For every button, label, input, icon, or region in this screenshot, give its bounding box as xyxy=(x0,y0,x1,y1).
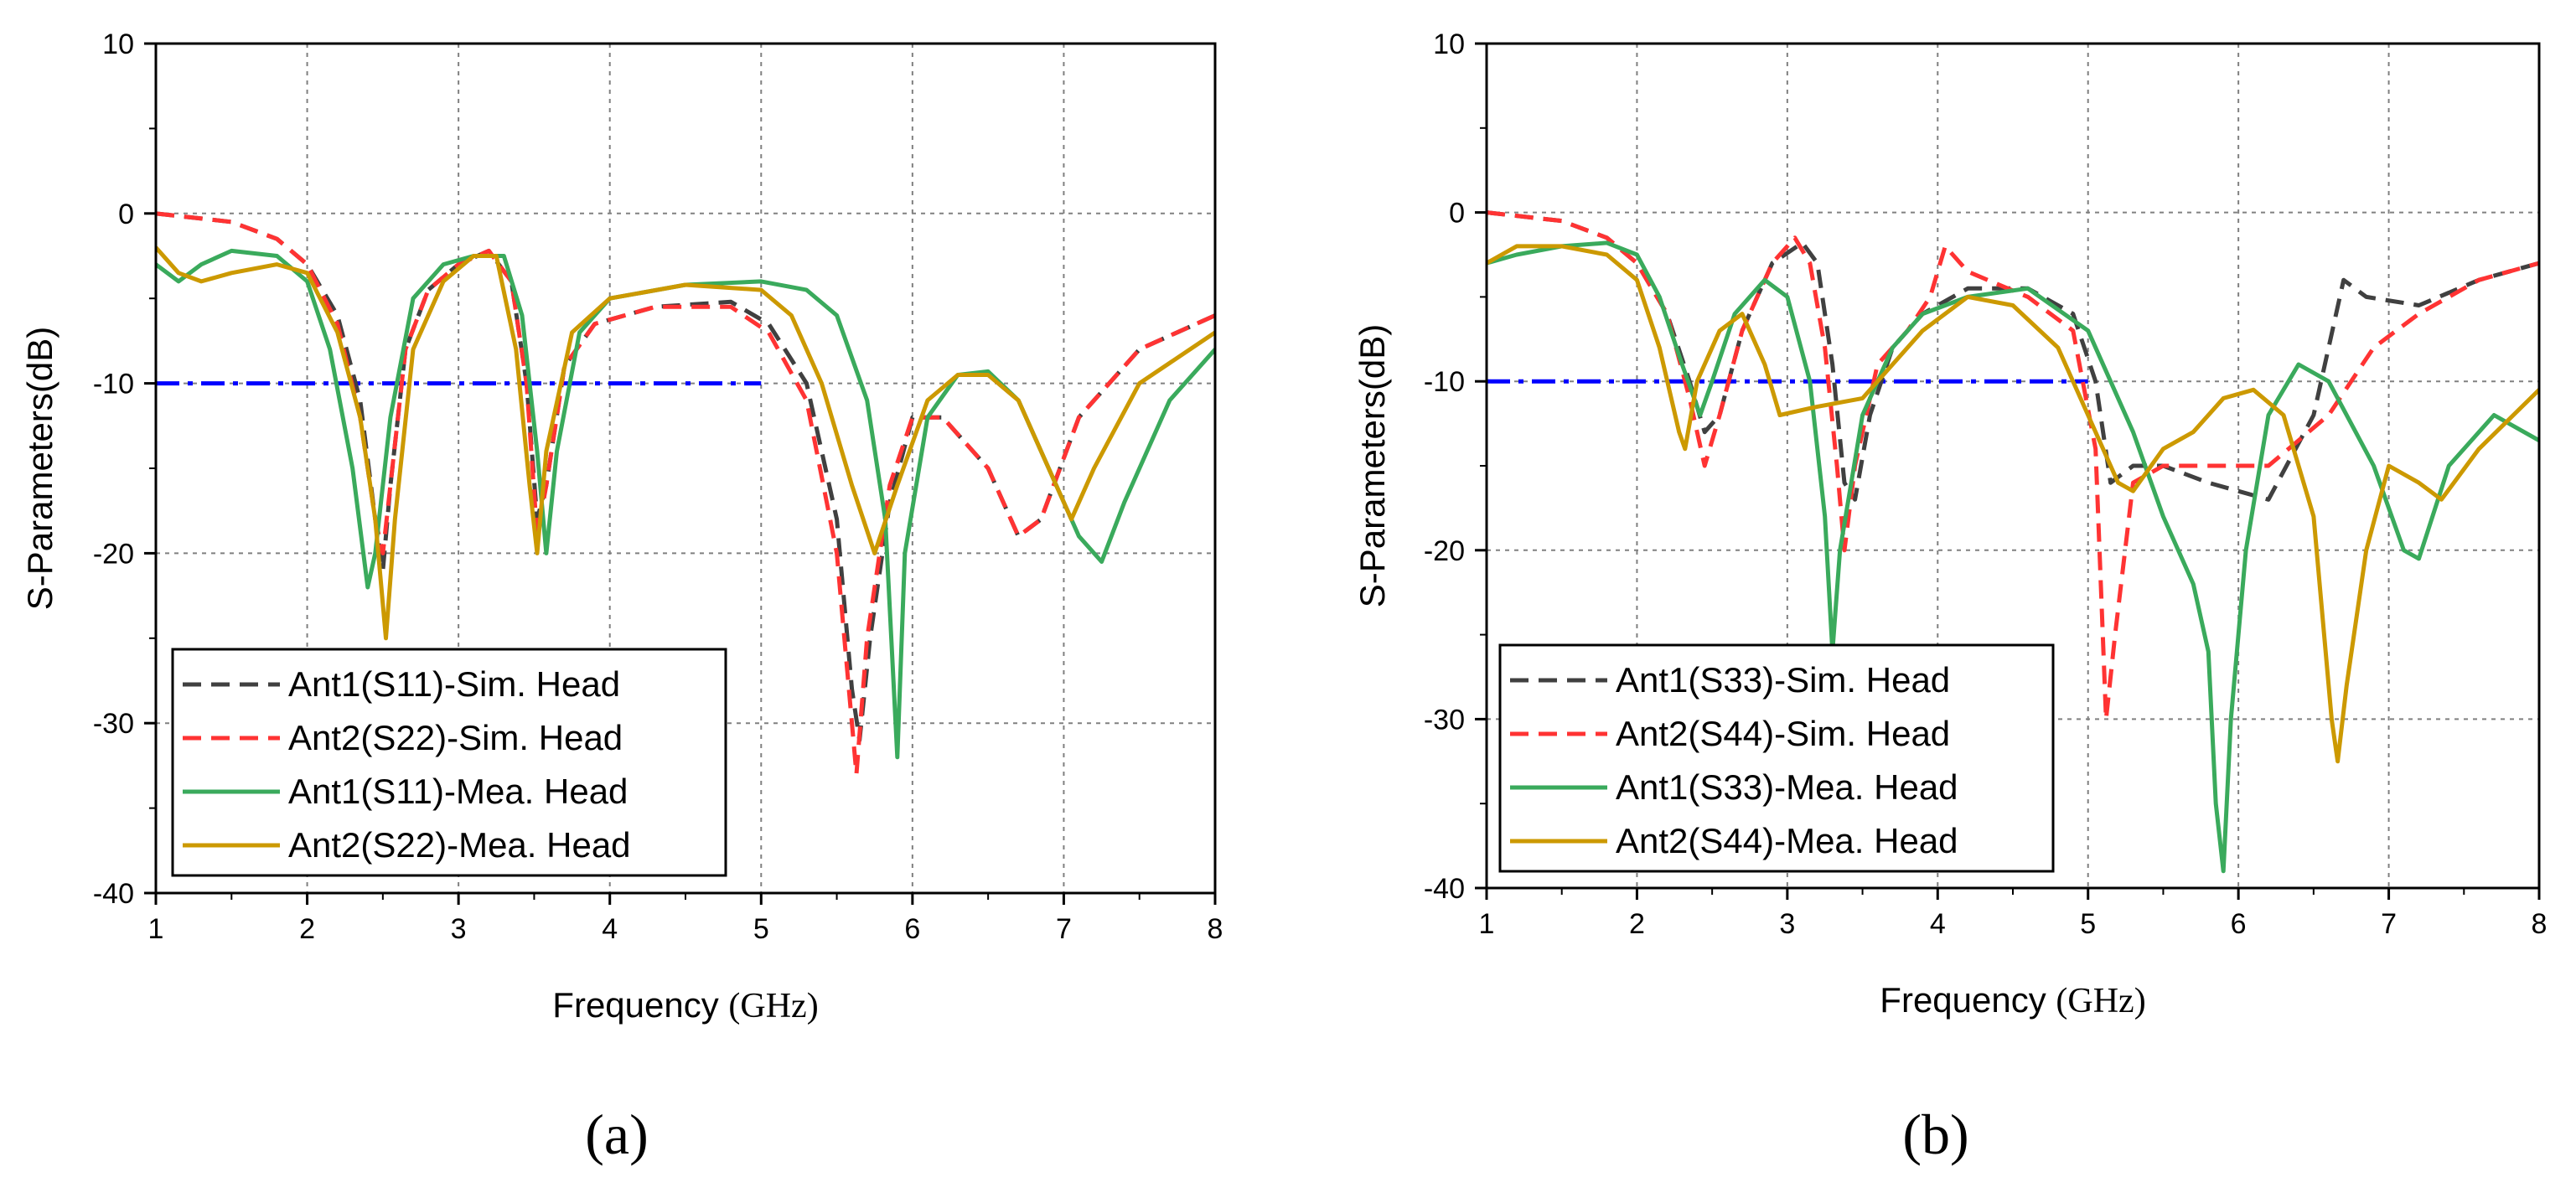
p1-x-tick-label-7: 7 xyxy=(2381,908,2397,940)
p0-x-axis-title: Frequency (GHz) xyxy=(552,985,818,1025)
p1-legend-box xyxy=(1498,643,2055,873)
p0-series-line-4 xyxy=(156,245,1215,641)
p1-y-axis-title: S-Parameters(dB) xyxy=(1353,324,1392,607)
p0-series-group xyxy=(156,211,1215,777)
p1-legend-label-1: Ant1(S33)-Sim. Head xyxy=(1616,660,1950,700)
p0-y-tick-label--40: -40 xyxy=(93,878,134,910)
chart-panel-b: 1 2 3 4 5 6 7 8 -40 -30 -20 -10 0 10 Frequency (GHz) S-… xyxy=(1353,28,2547,1166)
p1-y-tick-label--20: -20 xyxy=(1424,535,1465,567)
chart-panel-a: 1 2 3 4 5 6 7 8 -40 -30 -20 -10 0 10 Frequency (GHz) S-… xyxy=(20,28,1223,1166)
p1-x-tick-label-6: 6 xyxy=(2231,908,2247,940)
p1-y-tick-label--40: -40 xyxy=(1424,873,1465,905)
p0-x-tick-label-6: 6 xyxy=(904,913,920,945)
p0-legend-label-3: Ant1(S11)-Mea. Head xyxy=(288,772,628,811)
p0-y-tick-label--30: -30 xyxy=(93,708,134,740)
p1-x-tick-label-4: 4 xyxy=(1930,908,1946,940)
p0-x-tick-label-3: 3 xyxy=(451,913,467,945)
p1-x-tick-label-5: 5 xyxy=(2080,908,2096,940)
p1-x-axis-title: Frequency (GHz) xyxy=(1880,980,2145,1020)
p1-series-line-1 xyxy=(1487,210,2539,502)
p0-y-axis-title: S-Parameters(dB) xyxy=(20,327,59,610)
p1-series-line-4 xyxy=(1487,244,2539,764)
p0-x-tick-label-2: 2 xyxy=(299,913,315,945)
p0-y-tick-label-0: 0 xyxy=(118,199,134,230)
p1-x-tick-label-8: 8 xyxy=(2532,908,2548,940)
p0-x-tick-label-4: 4 xyxy=(602,913,618,945)
p1-y-tick-label-0: 0 xyxy=(1449,198,1465,230)
p0-x-tick-label-7: 7 xyxy=(1056,913,1072,945)
p1-legend-label-2: Ant2(S44)-Sim. Head xyxy=(1616,714,1950,753)
p1-legend-label-4: Ant2(S44)-Mea. Head xyxy=(1616,821,1958,860)
p1-x-tick-label-1: 1 xyxy=(1479,908,1495,940)
p1-x-tick-label-3: 3 xyxy=(1779,908,1795,940)
p0-y-tick-label--20: -20 xyxy=(93,538,134,570)
p0-panel-label: (a) xyxy=(585,1102,648,1166)
p0-legend-box xyxy=(171,648,727,877)
p1-panel-label: (b) xyxy=(1902,1102,1968,1166)
p0-x-tick-label-8: 8 xyxy=(1208,913,1223,945)
p1-series-group xyxy=(1487,210,2539,874)
p0-y-tick-label--10: -10 xyxy=(93,369,134,400)
p1-x-tick-label-2: 2 xyxy=(1629,908,1645,940)
p1-y-tick-label--10: -10 xyxy=(1424,366,1465,398)
p1-y-tick-label-10: 10 xyxy=(1433,28,1465,60)
p1-legend-label-3: Ant1(S33)-Mea. Head xyxy=(1616,767,1958,807)
p1-y-tick-label--30: -30 xyxy=(1424,704,1465,736)
p0-legend-label-2: Ant2(S22)-Sim. Head xyxy=(288,718,623,757)
p0-y-tick-label-10: 10 xyxy=(102,28,134,60)
p0-x-tick-label-5: 5 xyxy=(753,913,769,945)
p0-legend-label-4: Ant2(S22)-Mea. Head xyxy=(288,825,631,865)
p0-legend-label-1: Ant1(S11)-Sim. Head xyxy=(288,664,620,704)
p0-x-tick-label-1: 1 xyxy=(148,913,164,945)
